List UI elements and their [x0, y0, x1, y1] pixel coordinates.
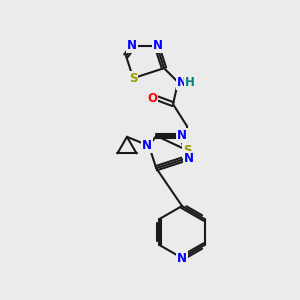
Text: N: N	[184, 152, 194, 165]
Text: N: N	[177, 129, 187, 142]
Text: O: O	[147, 92, 157, 105]
Text: N: N	[127, 39, 137, 52]
Text: S: S	[129, 72, 137, 85]
Text: N: N	[142, 139, 152, 152]
Text: N: N	[177, 251, 187, 265]
Text: H: H	[185, 76, 195, 89]
Text: N: N	[177, 76, 187, 89]
Text: S: S	[183, 144, 191, 157]
Text: N: N	[153, 39, 163, 52]
